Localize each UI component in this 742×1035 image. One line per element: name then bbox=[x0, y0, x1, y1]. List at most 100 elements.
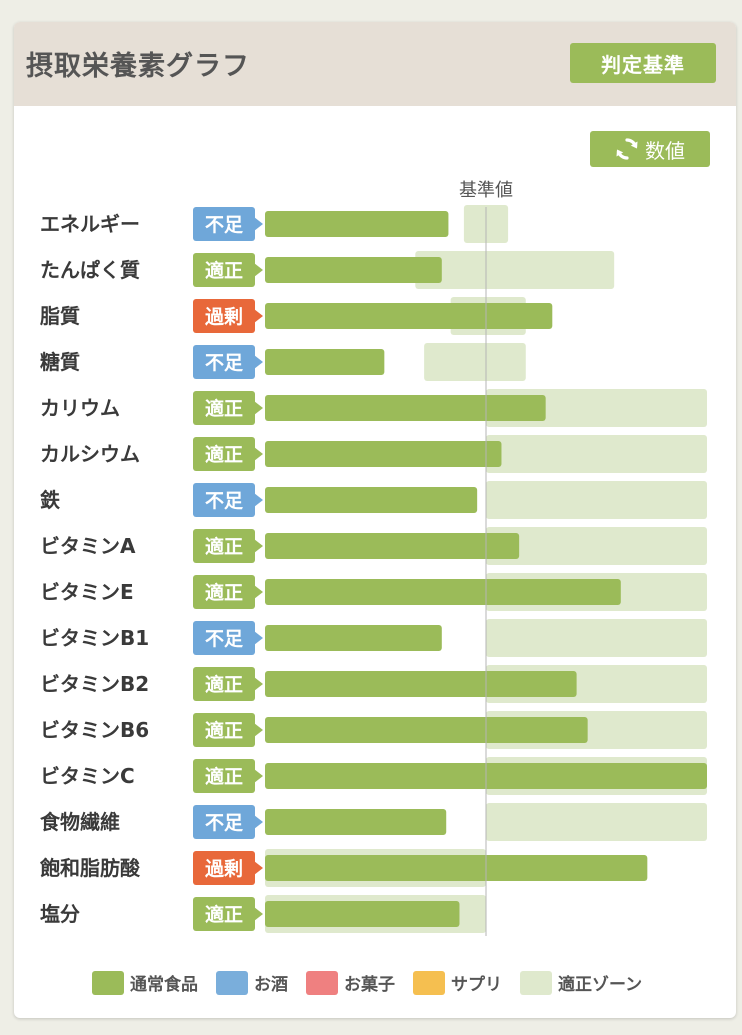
refresh-icon bbox=[616, 138, 638, 160]
status-badge-label: 適正 bbox=[205, 443, 243, 466]
status-badge bbox=[193, 437, 255, 471]
nutrient-label: 脂質 bbox=[40, 304, 80, 328]
status-badge-pointer bbox=[254, 769, 263, 783]
optimal-zone bbox=[486, 435, 707, 473]
intake-bar bbox=[265, 441, 502, 467]
legend-item: 適正ゾーン bbox=[520, 970, 642, 995]
optimal-zone bbox=[486, 481, 707, 519]
intake-bar bbox=[265, 349, 385, 375]
reference-label: 基準値 bbox=[459, 180, 513, 201]
legend-swatch bbox=[520, 970, 552, 995]
nutrient-label: ビタミンB1 bbox=[40, 626, 149, 650]
status-badge bbox=[193, 483, 255, 517]
intake-bar bbox=[265, 533, 520, 559]
status-badge-pointer bbox=[254, 493, 263, 507]
status-badge-label: 不足 bbox=[205, 214, 244, 236]
nutrient-label: エネルギー bbox=[40, 212, 140, 236]
nutrient-label: ビタミンB6 bbox=[40, 718, 149, 742]
nutrient-label: ビタミンB2 bbox=[40, 672, 149, 696]
intake-bar bbox=[265, 809, 447, 835]
status-badge bbox=[193, 805, 255, 839]
status-badge bbox=[193, 851, 255, 885]
status-badge-pointer bbox=[254, 263, 263, 277]
status-badge-label: 適正 bbox=[205, 397, 243, 420]
legend-item: お菓子 bbox=[306, 970, 395, 995]
chart-legend: 通常食品 お酒 お菓子 サプリ 適正ゾーン bbox=[92, 970, 660, 995]
nutrient-label: 塩分 bbox=[40, 902, 80, 926]
status-badge bbox=[193, 529, 255, 563]
status-badge-pointer bbox=[254, 585, 263, 599]
status-badge bbox=[193, 253, 255, 287]
intake-bar bbox=[265, 625, 442, 651]
status-badge-label: 適正 bbox=[205, 903, 243, 926]
optimal-zone bbox=[486, 803, 707, 841]
intake-bar bbox=[265, 579, 621, 605]
nutrient-label: 食物繊維 bbox=[40, 810, 120, 834]
optimal-zone bbox=[486, 527, 707, 565]
status-badge bbox=[193, 207, 255, 241]
intake-bar bbox=[265, 717, 588, 743]
status-badge bbox=[193, 345, 255, 379]
legend-label: 通常食品 bbox=[130, 975, 198, 995]
legend-label: お菓子 bbox=[344, 975, 395, 995]
status-badge-pointer bbox=[254, 631, 263, 645]
card-header: 摂取栄養素グラフ 判定基準 bbox=[14, 22, 736, 106]
nutrient-label: ビタミンE bbox=[40, 580, 134, 604]
status-badge-label: 適正 bbox=[205, 765, 243, 788]
optimal-zone bbox=[424, 343, 526, 381]
legend-swatch bbox=[92, 970, 124, 995]
status-badge-label: 過剰 bbox=[205, 305, 243, 328]
status-badge-pointer bbox=[254, 815, 263, 829]
status-badge-pointer bbox=[254, 723, 263, 737]
legend-item: お酒 bbox=[216, 970, 288, 995]
status-badge bbox=[193, 713, 255, 747]
toggle-value-button[interactable]: 数値 bbox=[590, 131, 710, 167]
status-badge-label: 不足 bbox=[205, 628, 244, 650]
status-badge-label: 適正 bbox=[205, 259, 243, 282]
status-badge-label: 不足 bbox=[205, 352, 244, 374]
intake-bar bbox=[265, 303, 553, 329]
intake-bar bbox=[265, 257, 442, 283]
card-title: 摂取栄養素グラフ bbox=[26, 51, 250, 82]
intake-bar bbox=[265, 901, 460, 927]
status-badge-label: 適正 bbox=[205, 719, 243, 742]
status-badge bbox=[193, 391, 255, 425]
status-badge-label: 適正 bbox=[205, 535, 243, 558]
status-badge-pointer bbox=[254, 677, 263, 691]
nutrient-label: ビタミンA bbox=[40, 534, 136, 558]
status-badge-pointer bbox=[254, 861, 263, 875]
status-badge-label: 不足 bbox=[205, 490, 244, 512]
toggle-value-label: 数値 bbox=[645, 138, 685, 163]
status-badge-pointer bbox=[254, 309, 263, 323]
legend-swatch bbox=[413, 970, 445, 995]
intake-bar bbox=[265, 395, 546, 421]
intake-bar bbox=[265, 855, 648, 881]
status-badge-pointer bbox=[254, 447, 263, 461]
status-badge bbox=[193, 667, 255, 701]
criteria-button[interactable]: 判定基準 bbox=[570, 43, 716, 83]
optimal-zone bbox=[415, 251, 615, 289]
nutrient-label: たんぱく質 bbox=[40, 258, 140, 282]
nutrient-label: 飽和脂肪酸 bbox=[40, 856, 141, 880]
legend-swatch bbox=[216, 970, 248, 995]
status-badge-label: 過剰 bbox=[205, 857, 243, 880]
intake-bar bbox=[265, 487, 478, 513]
legend-swatch bbox=[306, 970, 338, 995]
nutrient-graph-card: 摂取栄養素グラフ 判定基準 数値 エネルギー 不足 たんぱく質 適正 脂質 過剰 糖質 不足カ… bbox=[14, 22, 736, 1018]
optimal-zone bbox=[486, 619, 707, 657]
nutrient-label: カリウム bbox=[40, 396, 120, 420]
nutrient-label: 糖質 bbox=[40, 350, 80, 374]
legend-label: サプリ bbox=[451, 975, 502, 995]
legend-label: 適正ゾーン bbox=[558, 975, 643, 995]
status-badge-pointer bbox=[254, 217, 263, 231]
nutrient-label: 鉄 bbox=[40, 488, 60, 512]
status-badge bbox=[193, 575, 255, 609]
status-badge bbox=[193, 299, 255, 333]
status-badge-pointer bbox=[254, 539, 263, 553]
intake-bar bbox=[265, 671, 577, 697]
nutrient-label: カルシウム bbox=[40, 442, 140, 466]
status-badge bbox=[193, 759, 255, 793]
status-badge-label: 適正 bbox=[205, 673, 243, 696]
legend-item: サプリ bbox=[413, 970, 502, 995]
